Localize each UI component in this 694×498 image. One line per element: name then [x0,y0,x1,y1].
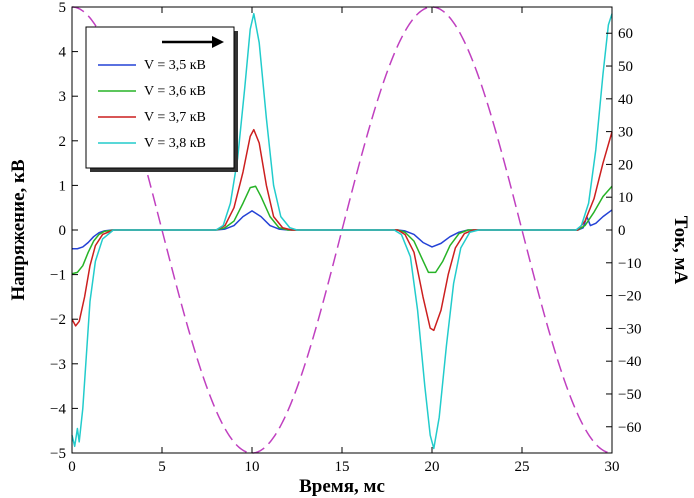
y-tick-label: 2 [59,134,67,150]
legend-label: V = 3,7 кВ [144,110,206,125]
y-tick-label: 3 [59,89,67,105]
y2-tick-label: −40 [618,354,641,370]
x-tick-label: 30 [605,459,620,475]
y-tick-label: 1 [59,178,67,194]
y-axis-title: Напряжение, кВ [8,159,29,301]
y2-tick-label: −50 [618,387,641,403]
ticks-layer: 0 5 10 15 20 25 30−5−4−3−2−1012345−60−50−40−30… [50,0,641,475]
x-axis-title: Время, мс [299,476,385,497]
y2-tick-label: 30 [618,125,633,141]
legend-arrow-head [212,36,224,48]
y-tick-label: −3 [50,357,66,373]
y2-tick-label: 40 [618,92,633,108]
y2-axis-title: Ток, мА [670,216,691,285]
y-tick-label: −4 [50,401,66,417]
y2-tick-label: −30 [618,321,641,337]
y-tick-label: 5 [59,0,67,16]
legend-label: V = 3,5 кВ [144,58,206,73]
x-tick-label: 5 [158,459,166,475]
y2-tick-label: 50 [618,59,633,75]
y2-tick-label: −20 [618,289,641,305]
y2-tick-label: −60 [618,420,641,436]
y2-tick-label: −10 [618,256,641,272]
x-tick-label: 15 [335,459,350,475]
y-tick-label: −5 [50,446,66,462]
y-tick-label: −1 [50,268,66,284]
y2-tick-label: 60 [618,26,633,42]
y-tick-label: −2 [50,312,66,328]
voltage-series-line-2 [71,185,613,275]
y-tick-label: 0 [59,223,67,239]
legend: V = 3,5 кВ V = 3,6 кВ V = 3,7 кВ V = 3,8 кВ [85,26,238,172]
y-tick-label: 4 [59,45,67,61]
series-layer [71,6,613,454]
voltage-series-line-4 [71,12,613,450]
legend-label: V = 3,8 кВ [144,136,206,151]
legend-label: V = 3,6 кВ [144,84,206,99]
x-tick-label: 25 [515,459,530,475]
x-tick-label: 20 [425,459,440,475]
legend-items: V = 3,5 кВ V = 3,6 кВ V = 3,7 кВ V = 3,8 кВ [98,58,206,151]
y2-tick-label: 10 [618,190,633,206]
legend-box [85,26,235,169]
x-tick-label: 0 [68,459,76,475]
y2-tick-label: 20 [618,157,633,173]
y2-tick-label: 0 [618,223,626,239]
voltage-series-line-3 [71,128,613,332]
x-tick-label: 10 [245,459,260,475]
